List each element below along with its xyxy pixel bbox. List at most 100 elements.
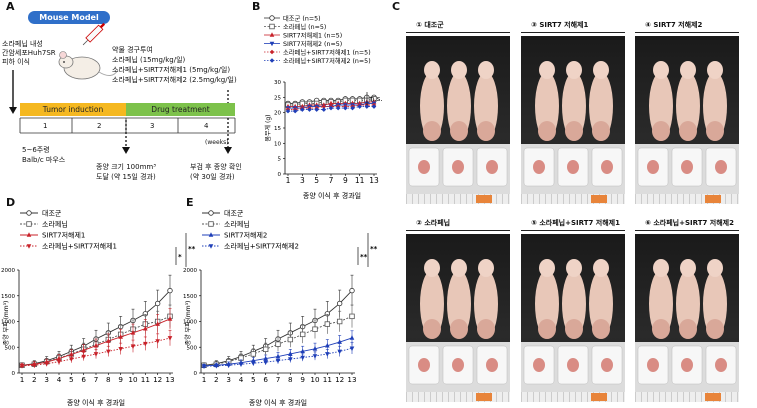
- legend-marker: [269, 32, 275, 37]
- legend-marker: [26, 221, 32, 227]
- data-point: [106, 338, 111, 343]
- x-tick-label: 9: [118, 375, 123, 384]
- data-point: [262, 346, 269, 353]
- data-point: [287, 336, 294, 343]
- tumor-bulge: [679, 319, 697, 339]
- x-tick-label: 1: [286, 176, 291, 185]
- tumor-bulge: [652, 319, 670, 339]
- group-underline: [635, 230, 739, 231]
- data-point: [349, 313, 355, 320]
- data-point: [325, 342, 330, 348]
- x-tick-label: 6: [263, 375, 268, 384]
- data-point: [275, 358, 281, 364]
- data-point: [349, 287, 355, 294]
- data-point: [324, 321, 331, 327]
- mouse-head: [707, 259, 723, 277]
- x-tick-label: 9: [343, 176, 348, 185]
- photo-drawing: [635, 259, 739, 392]
- mouse-head: [539, 259, 555, 277]
- mouse-body: [562, 270, 586, 338]
- x-tick-label: 7: [94, 375, 99, 384]
- legend-marker: [269, 23, 275, 30]
- tumor-bulge: [565, 121, 583, 141]
- excised-tumor: [715, 358, 727, 372]
- tumor-size-note-1: 종양 크기 100mm³: [96, 163, 157, 171]
- ruler-mark: [591, 195, 607, 203]
- mouse-body: [420, 270, 444, 338]
- mouse-tumor-photo: [521, 234, 625, 402]
- week-4: 4: [204, 122, 209, 130]
- autopsy-note-1: 부검 후 종양 확인: [190, 163, 242, 171]
- data-point: [93, 342, 99, 348]
- data-point: [167, 316, 173, 321]
- legend-marker: [208, 221, 214, 227]
- mouse-head: [680, 61, 696, 79]
- weeks-unit: (weeks): [205, 139, 229, 146]
- drug-line-1: 약물 경구투여: [112, 46, 153, 54]
- ruler: [406, 194, 510, 204]
- data-point: [321, 107, 327, 112]
- data-point: [275, 353, 281, 359]
- data-point: [118, 346, 123, 352]
- x-tick-label: 1: [202, 375, 207, 384]
- x-tick-label: 11: [355, 176, 365, 185]
- x-tick-label: 11: [141, 375, 150, 384]
- group-title: ③ SIRT7 저해제1: [531, 21, 589, 29]
- tumor-bulge: [706, 121, 724, 141]
- panel-d-letter: D: [6, 196, 16, 209]
- data-point: [130, 344, 136, 350]
- ruler-mark: [705, 195, 721, 203]
- mouse-head: [424, 259, 440, 277]
- group-underline: [635, 32, 739, 33]
- excised-tumor: [647, 160, 659, 174]
- mouse-body: [589, 72, 613, 140]
- y-tick-label: 30: [274, 80, 281, 86]
- data-point: [81, 354, 86, 360]
- mouse-body: [447, 72, 471, 140]
- data-point: [93, 352, 99, 357]
- data-point: [288, 357, 293, 362]
- sig-label-1: *: [178, 253, 182, 261]
- data-point: [81, 347, 86, 353]
- data-point: [106, 349, 111, 355]
- excised-tumor: [715, 160, 727, 174]
- y-axis-label: 몸무게 (g): [264, 115, 272, 142]
- x-tick-label: 13: [165, 375, 174, 384]
- mouse-tumor-photo: [521, 36, 625, 204]
- legend-label: 소라페닙+SIRT7저해제2 (n=5): [283, 56, 371, 65]
- legend-label: 대조군 (n=5): [283, 14, 321, 22]
- y-tick-label: 0: [12, 371, 16, 377]
- x-tick-label: 4: [57, 375, 62, 384]
- tumor-bulge: [706, 319, 724, 339]
- data-point: [226, 363, 231, 369]
- mouse-tumor-photo: [635, 36, 739, 204]
- tumor-induction-phase: Tumor induction: [20, 103, 126, 116]
- data-point: [307, 107, 312, 112]
- legend-label: SIRT7저해제2 (n=5): [283, 39, 342, 48]
- mouse-tumor-photo: [406, 234, 510, 402]
- legend-label: 소라페닙+SIRT7저해제1 (n=5): [283, 47, 371, 56]
- mouse-body: [676, 270, 700, 338]
- data-point: [167, 336, 173, 341]
- legend-marker: [269, 58, 275, 63]
- ns-label: n.s.: [370, 95, 383, 103]
- data-point: [143, 341, 148, 347]
- tumor-bulge: [679, 121, 697, 141]
- ruler: [406, 392, 510, 402]
- group-title: ② 소라페닙: [416, 219, 451, 227]
- sig-label-2: **: [370, 245, 378, 253]
- data-point: [336, 318, 343, 325]
- tumor-volume-chart-e: 대조군소라페닙SIRT7저해제2소라페닙+SIRT7저해제20500100015…: [183, 210, 378, 408]
- x-tick-label: 2: [32, 375, 37, 384]
- excised-tumor: [452, 358, 464, 372]
- data-point: [143, 325, 148, 331]
- mouse-body: [474, 270, 498, 338]
- group-underline: [521, 230, 625, 231]
- excised-tumor: [601, 358, 613, 372]
- legend-label: 소라페닙: [224, 220, 250, 229]
- y-tick-label: 1500: [183, 294, 197, 300]
- group-title: ④ SIRT7 저해제2: [645, 21, 703, 29]
- excised-tumor: [681, 160, 693, 174]
- mouse-photo-panel: ① 대조군 ③ SIRT7 저해제1 ④ SIRT7 저해제2 ② 소라페닙 ⑤ 소라페…: [402, 12, 755, 404]
- group-underline: [406, 32, 510, 33]
